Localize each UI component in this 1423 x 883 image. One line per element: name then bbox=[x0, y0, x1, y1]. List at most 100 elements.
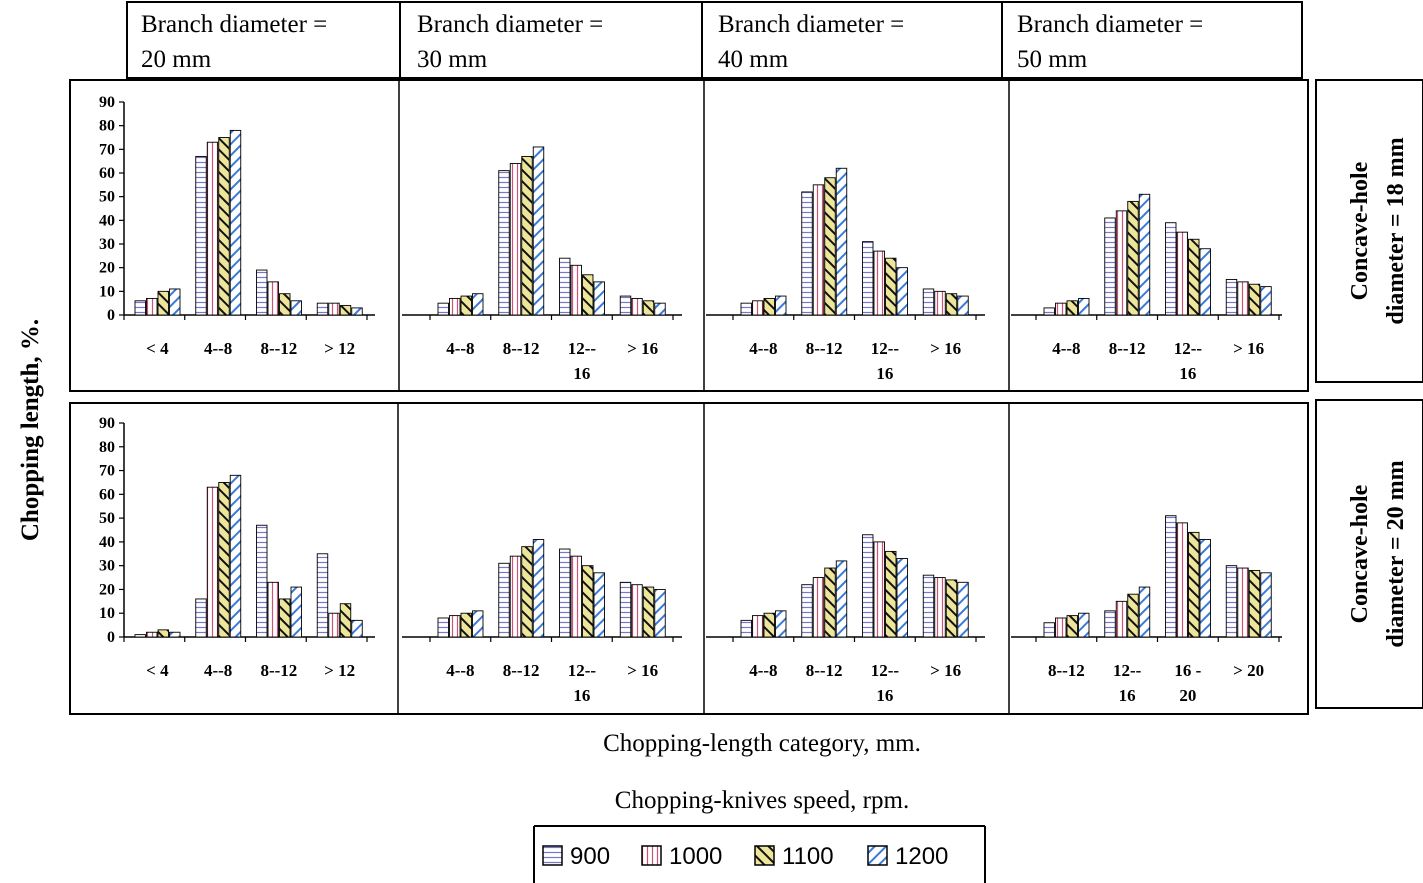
bar-1000-1 bbox=[812, 184, 825, 316]
bar-1000-3 bbox=[934, 290, 946, 316]
y-tick-label: 10 bbox=[99, 605, 115, 622]
header-line2: 20 mm bbox=[141, 46, 212, 73]
bar-1100-3 bbox=[642, 300, 655, 316]
bar-900-0 bbox=[437, 302, 449, 316]
row-label-line2: diameter = 18 mm bbox=[1383, 137, 1409, 324]
bar-1100-3 bbox=[1248, 569, 1261, 638]
bar-900-3 bbox=[1225, 565, 1238, 638]
bar-900-0 bbox=[1043, 622, 1055, 638]
bar-1100-2 bbox=[279, 293, 291, 316]
y-tick-label: 90 bbox=[99, 94, 115, 111]
bar-1000-3 bbox=[1237, 567, 1249, 638]
bar-1100-0 bbox=[157, 290, 169, 316]
bar-900-2 bbox=[256, 524, 268, 638]
legend-label-1100: 1100 bbox=[782, 843, 834, 870]
bar-1100-0 bbox=[460, 295, 472, 316]
x-category-label: < 4 bbox=[146, 339, 169, 358]
bar-1000-1 bbox=[509, 163, 522, 316]
bar-1000-0 bbox=[1055, 302, 1067, 316]
x-category-label: 4--8 bbox=[204, 339, 232, 358]
chart-panel-r1-c1: 4--8 8--12 12--16 > 16 bbox=[402, 539, 682, 705]
x-category-label: 12--16 bbox=[871, 661, 900, 705]
y-tick-label: 20 bbox=[99, 260, 115, 277]
legend-item-1200: 1200 bbox=[867, 843, 948, 870]
bar-900-0 bbox=[134, 634, 146, 638]
row-label-concave-20: Concave-hole diameter = 20 mm bbox=[1315, 399, 1423, 709]
bar-1000-1 bbox=[509, 555, 522, 638]
bar-1100-3 bbox=[945, 293, 958, 316]
x-category-label: < 4 bbox=[146, 661, 169, 680]
bar-1200-3 bbox=[957, 295, 969, 316]
bar-1000-0 bbox=[146, 297, 158, 316]
bar-1200-2 bbox=[896, 267, 908, 316]
bar-900-2 bbox=[256, 269, 268, 316]
bar-1100-0 bbox=[763, 612, 775, 638]
bar-900-0 bbox=[740, 302, 752, 316]
x-category-label: 4--8 bbox=[446, 339, 474, 358]
bar-900-2 bbox=[559, 257, 571, 316]
x-category-label: > 16 bbox=[1233, 339, 1264, 358]
bar-1200-3 bbox=[654, 302, 666, 316]
bar-1200-2 bbox=[896, 558, 908, 638]
bar-1100-3 bbox=[339, 305, 352, 316]
bar-1100-0 bbox=[1066, 300, 1078, 316]
row-label-line1: Concave-hole bbox=[1347, 161, 1373, 300]
bar-1100-1 bbox=[1127, 200, 1139, 316]
bar-1200-1 bbox=[1138, 586, 1151, 638]
bar-1000-3 bbox=[934, 577, 946, 638]
bar-1100-3 bbox=[642, 586, 655, 638]
y-tick-label: 60 bbox=[99, 486, 115, 503]
x-category-label: > 16 bbox=[930, 339, 961, 358]
bar-900-1 bbox=[801, 191, 813, 316]
bar-900-3 bbox=[922, 288, 935, 316]
x-category-label: 8--12 bbox=[503, 661, 540, 680]
y-axis-label: Chopping length, %. bbox=[17, 319, 44, 541]
header-branch-50: Branch diameter = 50 mm bbox=[1017, 11, 1203, 73]
legend-swatch-1100 bbox=[754, 845, 775, 866]
bar-900-3 bbox=[316, 302, 329, 316]
bar-1000-0 bbox=[449, 615, 461, 638]
bar-1200-3 bbox=[351, 619, 363, 638]
bar-1000-2 bbox=[267, 581, 279, 638]
y-tick-label: 0 bbox=[107, 307, 115, 324]
bar-1000-3 bbox=[631, 297, 643, 316]
chart-panel-r1-c3: 8--12 12--16 16 -20 > 20 bbox=[1011, 515, 1282, 705]
bar-1100-1 bbox=[521, 155, 533, 316]
x-category-label: 12--16 bbox=[1113, 661, 1142, 705]
panel-frames bbox=[69, 79, 1309, 715]
x-category-label: 16 -20 bbox=[1174, 661, 1201, 705]
y-tick-label: 90 bbox=[99, 415, 115, 432]
chart-panel-r0-c1: 4--8 8--12 12--16 > 16 bbox=[402, 146, 682, 383]
x-category-label: 8--12 bbox=[806, 661, 843, 680]
legend-label-1000: 1000 bbox=[669, 843, 722, 870]
bar-900-3 bbox=[619, 295, 632, 316]
bar-900-1 bbox=[195, 155, 207, 316]
bar-1100-3 bbox=[1248, 283, 1261, 316]
header-line2: 40 mm bbox=[718, 46, 789, 73]
y-tick-label: 30 bbox=[99, 236, 115, 253]
chart-panel-r0-c2: 4--8 8--12 12--16 > 16 bbox=[706, 167, 985, 383]
legend-label-900: 900 bbox=[570, 843, 610, 870]
bar-1200-3 bbox=[1260, 286, 1272, 316]
bar-1100-2 bbox=[885, 550, 897, 638]
bar-900-1 bbox=[195, 598, 207, 638]
y-tick-label: 20 bbox=[99, 581, 115, 598]
bar-1200-2 bbox=[290, 300, 302, 316]
row-label-line1: Concave-hole bbox=[1347, 484, 1373, 623]
bar-900-3 bbox=[316, 553, 329, 638]
bar-1200-1 bbox=[532, 146, 545, 316]
bar-1100-1 bbox=[521, 546, 533, 638]
bar-1200-2 bbox=[290, 586, 302, 638]
y-tick-label: 10 bbox=[99, 283, 115, 300]
bar-1200-1 bbox=[835, 560, 848, 638]
bar-1200-1 bbox=[835, 167, 848, 316]
bar-1100-1 bbox=[824, 567, 836, 638]
y-tick-label: 80 bbox=[99, 118, 115, 135]
bar-1100-1 bbox=[218, 481, 230, 638]
legend-item-1100: 1100 bbox=[754, 843, 834, 870]
bar-1100-2 bbox=[582, 274, 594, 316]
x-category-label: 4--8 bbox=[749, 661, 777, 680]
bar-1000-1 bbox=[1115, 600, 1128, 638]
bar-1000-0 bbox=[449, 297, 461, 316]
